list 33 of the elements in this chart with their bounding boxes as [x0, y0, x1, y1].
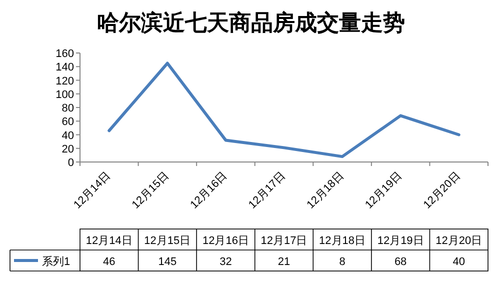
y-tick-label: 120	[56, 75, 74, 88]
category-label: 12月15日	[144, 235, 191, 247]
legend-label: 系列1	[42, 255, 70, 268]
y-tick-label: 100	[56, 88, 74, 101]
x-tick-label: 12月19日	[363, 170, 404, 212]
x-tick-label: 12月15日	[130, 170, 172, 212]
category-label: 12月20日	[436, 235, 482, 247]
category-label: 12月18日	[319, 235, 366, 247]
data-label: 40	[452, 256, 465, 268]
y-tick-label: 0	[68, 157, 74, 169]
y-tick-label: 60	[62, 116, 74, 128]
x-tick-label: 12月17日	[246, 170, 288, 212]
y-tick-label: 140	[56, 62, 74, 74]
x-tick-label: 12月16日	[188, 170, 230, 212]
data-label: 145	[158, 256, 177, 268]
data-label: 32	[220, 256, 232, 268]
category-label: 12月17日	[260, 235, 308, 247]
y-tick-label: 40	[62, 130, 74, 142]
x-tick-label: 12月18日	[304, 170, 346, 212]
y-tick-label: 20	[62, 143, 74, 156]
data-label: 21	[278, 256, 290, 268]
data-label: 68	[394, 256, 407, 268]
category-label: 12月14日	[86, 235, 132, 247]
y-tick-label: 80	[62, 102, 74, 114]
category-label: 12月19日	[377, 235, 424, 247]
line-series	[108, 62, 460, 158]
chart-title: 哈尔滨近七天商品房成交量走势	[97, 10, 405, 35]
data-label: 8	[339, 256, 346, 268]
y-tick-label: 160	[56, 48, 74, 60]
data-label: 46	[103, 256, 116, 268]
x-tick-label: 12月14日	[72, 170, 114, 212]
x-tick-label: 12月20日	[421, 170, 463, 212]
category-label: 12月16日	[202, 235, 249, 247]
